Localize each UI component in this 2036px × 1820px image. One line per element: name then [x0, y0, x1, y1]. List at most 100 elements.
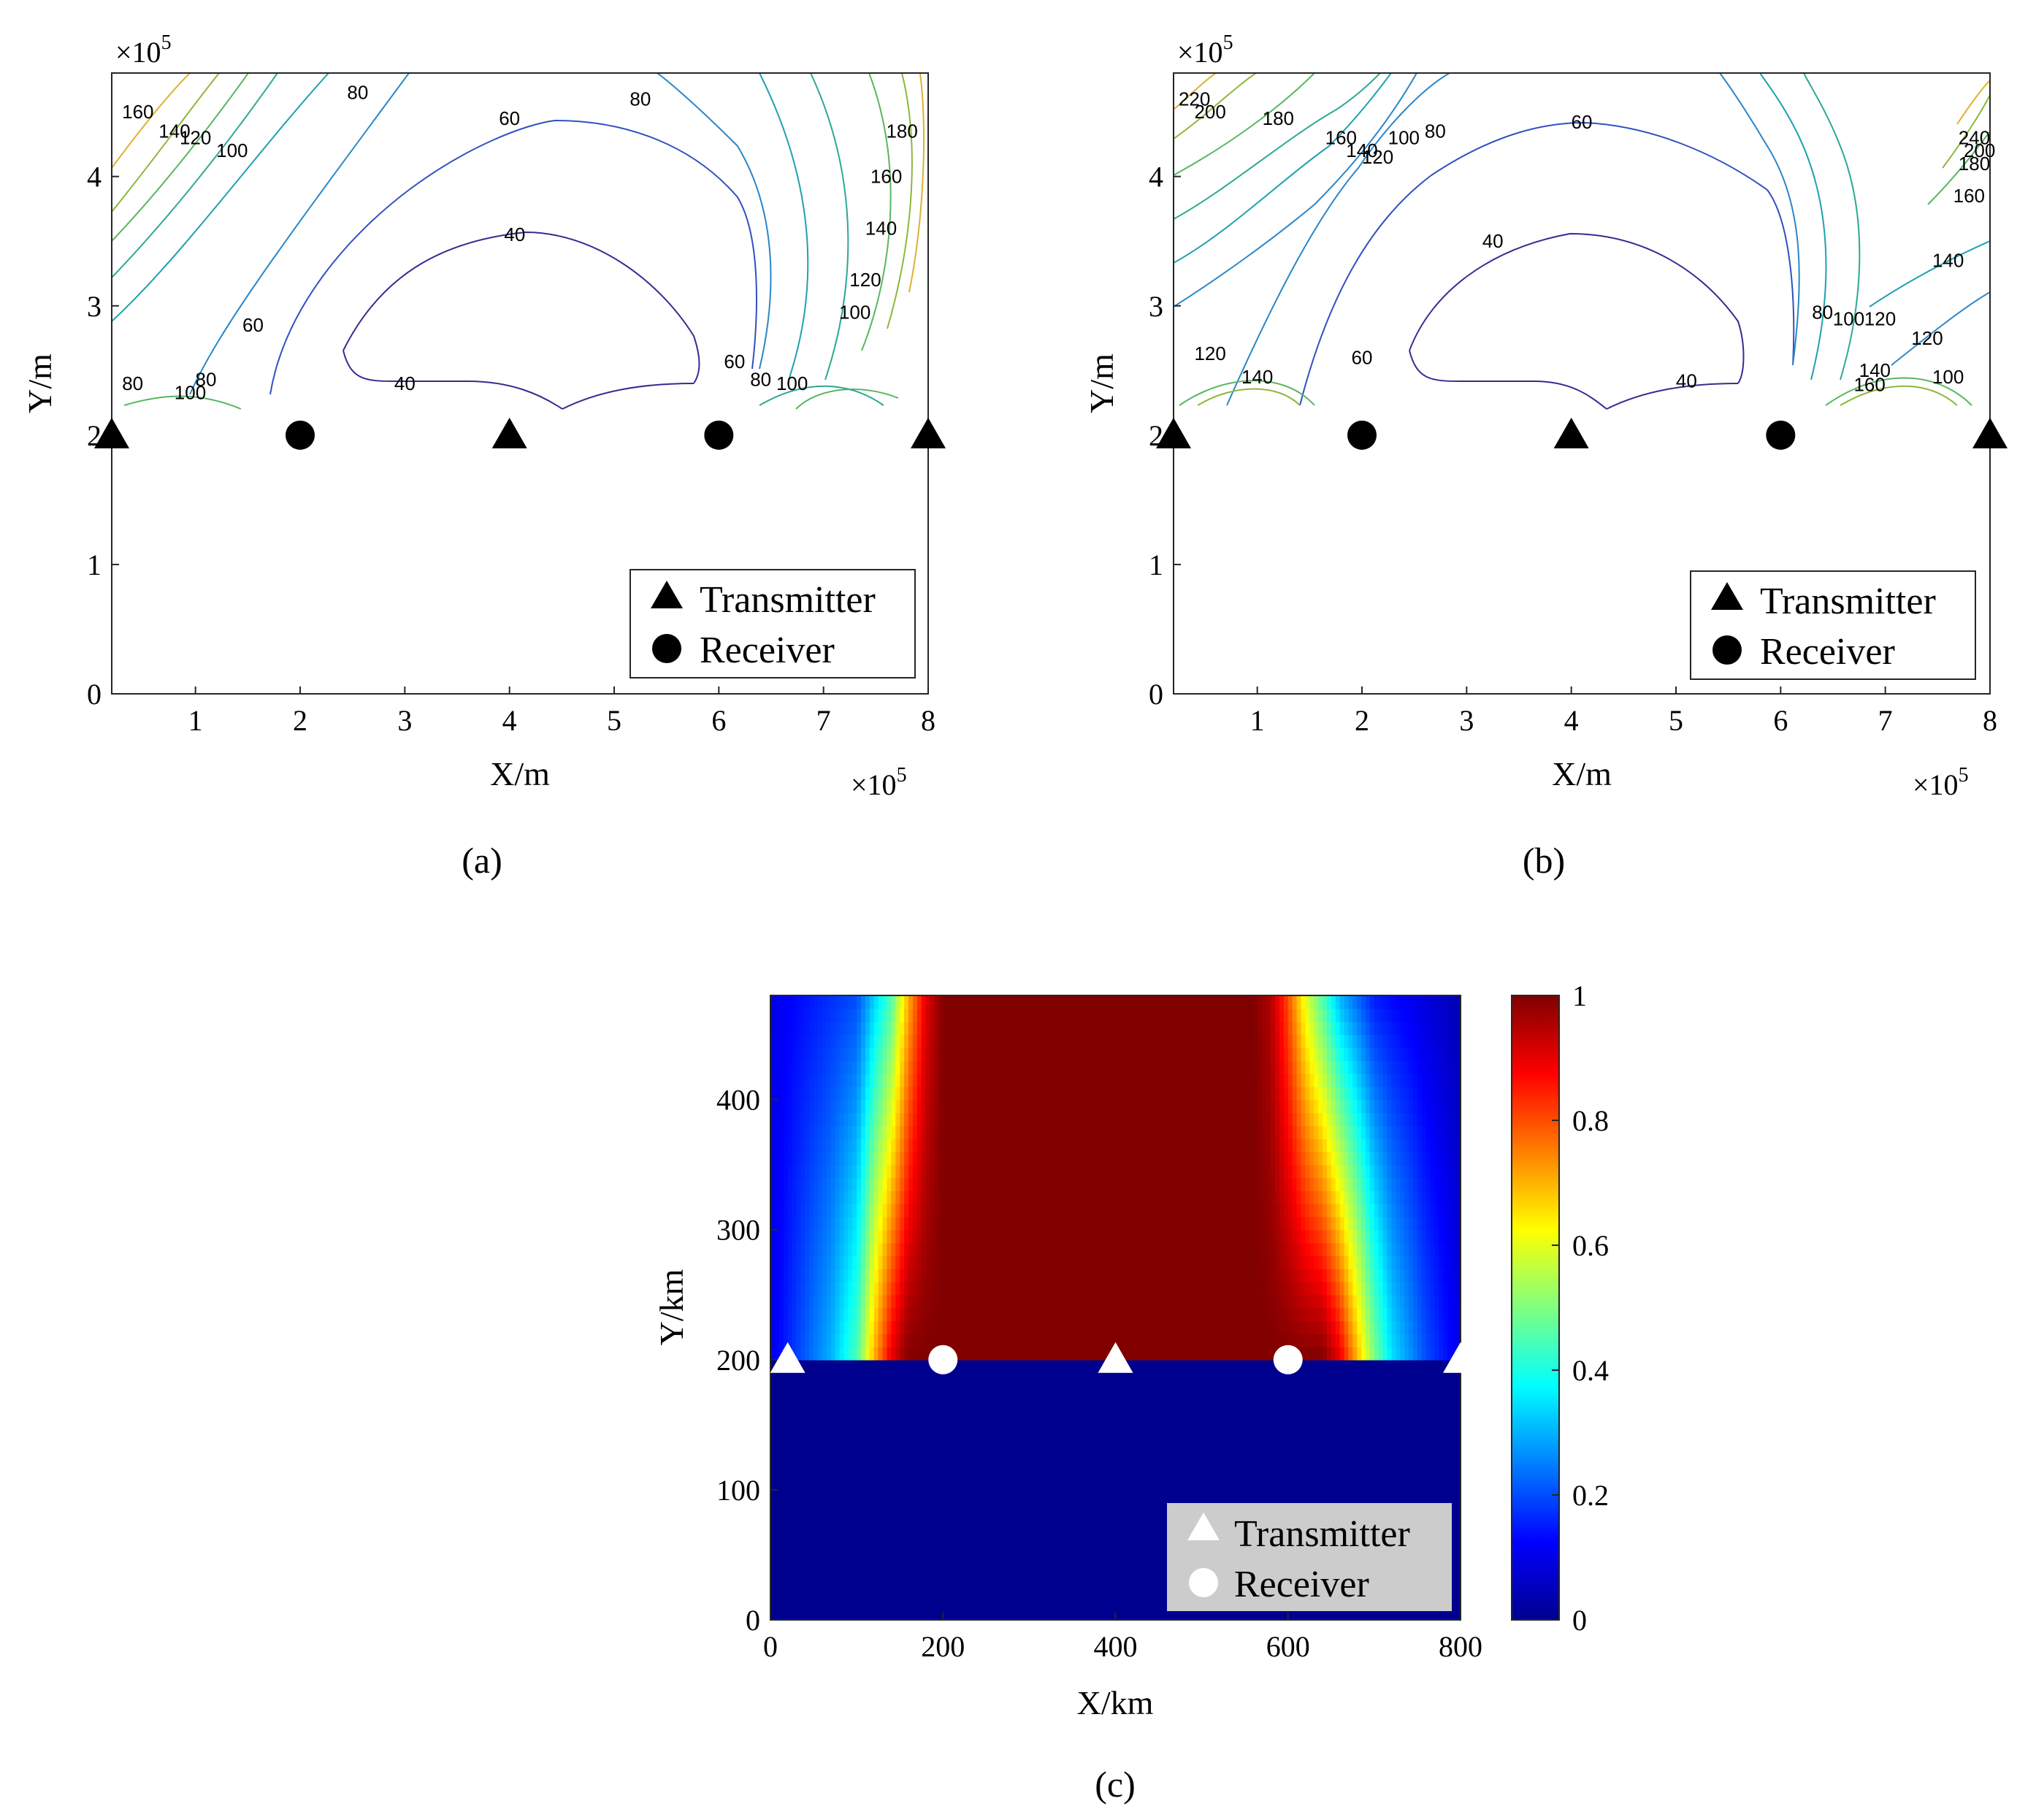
heatmap-cell	[1020, 1021, 1026, 1036]
heatmap-cell	[1283, 1281, 1289, 1296]
heatmap-cell	[1038, 1320, 1043, 1334]
heatmap-cell	[1042, 1294, 1047, 1309]
heatmap-cell	[1439, 1086, 1444, 1101]
heatmap-cell	[1348, 1112, 1354, 1126]
heatmap-cell	[1167, 1008, 1173, 1022]
heatmap-cell	[900, 1060, 905, 1074]
heatmap-cell	[822, 1086, 827, 1101]
heatmap-cell	[1085, 1060, 1090, 1074]
heatmap-cell	[1219, 1281, 1224, 1296]
heatmap-cell	[1244, 1008, 1250, 1022]
heatmap-cell	[1050, 1112, 1056, 1126]
heatmap-cell	[1228, 1008, 1233, 1022]
heatmap-cell	[1305, 1281, 1311, 1296]
heatmap-cell	[930, 1125, 935, 1139]
heatmap-cell	[1447, 1021, 1453, 1036]
heatmap-cell	[1374, 1269, 1379, 1282]
heatmap-cell	[774, 1138, 780, 1152]
heatmap-cell	[1331, 1204, 1336, 1217]
heatmap-cell	[921, 995, 927, 1009]
heatmap-cell	[1003, 1177, 1009, 1191]
heatmap-cell	[1301, 1099, 1306, 1114]
heatmap-cell	[947, 1242, 952, 1257]
heatmap-cell	[1167, 1281, 1173, 1296]
heatmap-cell	[1106, 1255, 1112, 1269]
heatmap-cell	[990, 1281, 995, 1296]
heatmap-cell	[930, 1269, 935, 1282]
heatmap-cell	[1042, 1255, 1047, 1269]
heatmap-cell	[1331, 1190, 1336, 1204]
heatmap-cell	[947, 1021, 952, 1036]
heatmap-cell	[1011, 1034, 1017, 1049]
heatmap-cell	[865, 1151, 870, 1166]
heatmap-cell	[1374, 1034, 1379, 1049]
heatmap-cell	[1331, 1269, 1336, 1282]
heatmap-cell	[1236, 1334, 1241, 1347]
heatmap-cell	[934, 1281, 940, 1296]
heatmap-cell	[835, 1177, 841, 1191]
heatmap-cell	[1176, 1190, 1181, 1204]
heatmap-cell	[1439, 1204, 1444, 1217]
heatmap-cell	[1011, 1073, 1017, 1087]
heatmap-cell	[1434, 1086, 1440, 1101]
heatmap-cell	[1314, 1086, 1319, 1101]
heatmap-cell	[1326, 1190, 1332, 1204]
heatmap-cell	[1193, 1112, 1198, 1126]
heatmap-cell	[930, 1307, 935, 1322]
heatmap-cell	[1357, 1047, 1362, 1061]
heatmap-cell	[908, 1073, 914, 1087]
heatmap-cell	[1323, 1164, 1328, 1179]
heatmap-cell	[814, 1269, 819, 1282]
heatmap-cell	[873, 1138, 879, 1152]
heatmap-cell	[1283, 1190, 1289, 1204]
heatmap-cell	[1430, 1138, 1436, 1152]
heatmap-cell	[1396, 1060, 1401, 1074]
heatmap-cell	[1404, 1034, 1409, 1049]
heatmap-cell	[930, 1177, 935, 1191]
heatmap-cell	[817, 1138, 823, 1152]
heatmap-cell	[1033, 1151, 1038, 1166]
legend-b: Transmitter Receiver	[1690, 570, 1976, 680]
heatmap-cell	[1025, 1320, 1030, 1334]
heatmap-cell	[908, 1229, 914, 1244]
heatmap-cell	[1339, 1138, 1345, 1152]
heatmap-cell	[1197, 1229, 1203, 1244]
heatmap-cell	[1206, 1216, 1212, 1231]
heatmap-cell	[1102, 1216, 1108, 1231]
heatmap-cell	[1228, 1086, 1233, 1101]
heatmap-cell	[878, 995, 884, 1009]
heatmap-cell	[973, 1255, 979, 1269]
heatmap-cell	[1249, 1229, 1255, 1244]
heatmap-cell	[805, 1138, 810, 1152]
heatmap-cell	[852, 1177, 857, 1191]
heatmap-cell	[977, 1177, 983, 1191]
colorbar-gradient	[1511, 995, 1560, 1621]
heatmap-cell	[904, 1021, 909, 1036]
heatmap-cell	[1309, 1060, 1314, 1074]
heatmap-cell	[774, 995, 780, 1009]
heatmap-cell	[1025, 1138, 1030, 1152]
heatmap-cell	[1188, 1177, 1194, 1191]
heatmap-cell	[882, 1047, 888, 1061]
heatmap-cell	[1266, 1086, 1271, 1101]
heatmap-cell	[796, 1151, 802, 1166]
heatmap-cell	[1185, 1229, 1190, 1244]
heatmap-cell	[1149, 1021, 1155, 1036]
heatmap-cell	[900, 1269, 905, 1282]
heatmap-cell	[1236, 1008, 1241, 1022]
heatmap-cell	[1309, 1151, 1314, 1166]
heatmap-cell	[1042, 1281, 1047, 1296]
heatmap-cell	[770, 1320, 776, 1334]
heatmap-cell	[1176, 1021, 1181, 1036]
heatmap-cell	[1011, 1255, 1017, 1269]
heatmap-cell	[1025, 1086, 1030, 1101]
heatmap-cell	[1158, 1320, 1164, 1334]
heatmap-cell	[930, 1086, 935, 1101]
heatmap-cell	[1305, 1138, 1311, 1152]
heatmap-cell	[1090, 1034, 1095, 1049]
heatmap-cell	[1120, 1216, 1125, 1231]
heatmap-cell	[796, 1216, 802, 1231]
heatmap-cell	[1011, 1334, 1017, 1347]
heatmap-cell	[952, 1334, 957, 1347]
heatmap-cell	[1210, 1086, 1216, 1101]
